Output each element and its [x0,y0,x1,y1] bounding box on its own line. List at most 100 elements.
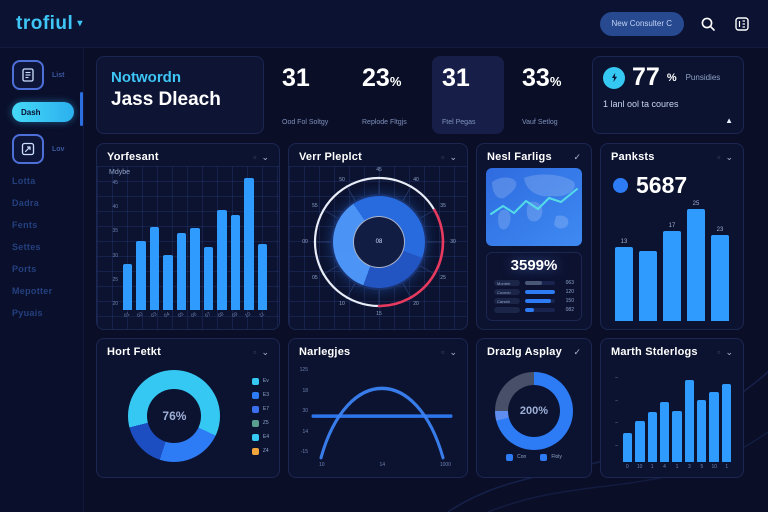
sidebar-link[interactable]: Dadra [12,198,40,208]
sidebar-link[interactable]: Ports [12,264,37,274]
card-menu-button[interactable]: ▫ ⌄ [717,151,733,163]
chevron-down-icon[interactable]: ▾ [77,18,83,29]
bar[interactable] [709,392,719,462]
stat-card[interactable]: 31 Ood Fol Soltgy [272,56,344,134]
legend-item[interactable]: Z4 [251,447,269,455]
apps-grid-icon[interactable] [732,14,752,34]
y-axis-labels: 125 18 30 14 -15 [295,363,311,471]
bar[interactable] [257,244,267,310]
progress-value: 150 [565,298,574,304]
bar[interactable] [696,399,707,462]
y-tick-label: 25 [112,276,118,283]
bar[interactable] [230,214,241,310]
card-menu-button[interactable]: ▫ ⌄ [441,151,457,163]
bar[interactable] [721,384,731,462]
stat-card[interactable]: 33% Vauf Setlog [512,56,584,134]
sidebar-edit-button[interactable] [12,134,44,164]
bar-column [639,201,657,321]
bar[interactable] [615,246,633,321]
bar[interactable] [203,246,214,310]
y-tick-label: 14 [302,428,308,435]
x-tick-label: 4 [663,464,666,470]
stat-card[interactable]: 31 Ftel Pegas [432,56,504,134]
legend-swatch-icon [251,391,259,399]
bar[interactable] [659,401,670,462]
map-stats-panel: 3599% Monteb 063 Covecb 120 Carseb 150 082 [486,252,582,321]
chart-legend: Ev E3 E7 Z5 E4 Z4 [251,377,269,455]
bar[interactable] [639,251,657,321]
stat-card[interactable]: 23% Replode Fltgjs [352,56,424,134]
bar[interactable] [136,241,146,310]
gauge-tick-label: 05 [312,275,318,281]
bar-column [257,178,267,310]
sidebar-link[interactable]: Settes [12,242,41,252]
card-menu-button[interactable]: ▫ ⌄ [253,346,269,358]
legend-item[interactable]: Ev [251,377,269,385]
card-title: Drazlg Asplay [487,346,562,358]
bar-column [635,365,645,462]
bar[interactable] [687,209,705,321]
search-icon[interactable] [698,14,718,34]
card-check-button[interactable]: ✓ [573,151,581,162]
bar[interactable] [176,233,187,310]
packets-total: 5687 [636,172,688,198]
card-menu-button[interactable]: ▫ ⌄ [441,346,457,358]
bar[interactable] [684,379,694,462]
legend-item[interactable]: E3 [251,391,269,399]
sidebar-scrollbar[interactable] [80,92,83,126]
bar[interactable] [149,226,160,310]
bar-column [176,178,187,310]
legend-item[interactable]: Floly [540,453,562,461]
chart-legend: Con Floly [506,453,562,461]
expand-arrow-icon[interactable]: ▲ [725,116,733,125]
gauge-tick-label: 10 [339,301,345,308]
legend-label: Z5 [262,420,269,426]
bar[interactable] [672,410,682,462]
card-check-button[interactable]: ✓ [573,346,581,357]
bar[interactable] [244,178,254,310]
x-tick-label: 06 [190,311,199,320]
status-dot-icon [613,178,628,193]
bar[interactable] [163,254,173,310]
sidebar-link[interactable]: Pyuais [12,308,43,318]
card-menu-button[interactable]: ▫ ⌄ [717,346,733,358]
bar-column [149,178,160,310]
progress-stat-unit: % [666,71,677,84]
bar[interactable] [647,411,657,462]
progress-track [525,308,555,312]
sidebar-link[interactable]: Fents [12,220,38,230]
bar[interactable] [623,432,633,462]
bar[interactable] [663,231,681,321]
sidebar-item-dash-active[interactable]: Dash [12,102,74,122]
sidebar-edit-label: Lov [52,145,65,153]
bar-column: 25 [687,201,705,321]
sidebar-link[interactable]: Mepotter [12,286,53,296]
sidebar-list-label: List [52,71,65,79]
progress-stat-card: 77 % Punsidies 1 lanl ool ta coures ▲ [592,56,744,134]
bar[interactable] [123,263,133,310]
card-title: Nesl Farligs [487,151,552,163]
bar-value-label: 25 [692,201,700,207]
legend-item[interactable]: E7 [251,405,269,413]
bar[interactable] [635,421,645,462]
legend-label: E4 [262,434,269,440]
app-logo[interactable]: trofiul ▾ [16,13,83,35]
bar-chart [621,365,733,462]
new-consulter-button[interactable]: New Consulter C [599,11,684,36]
bar[interactable] [217,209,227,310]
x-tick-label: 03 [149,311,158,320]
x-tick-label: 1 [725,464,729,470]
legend-item[interactable]: E4 [251,433,269,441]
bar[interactable] [190,228,200,310]
gauge-tick-label: 45 [376,167,382,173]
bar[interactable] [711,234,729,321]
sidebar-link[interactable]: Lotta [12,176,36,186]
sidebar-list-button[interactable] [12,60,44,90]
card-panksts: Panksts ▫ ⌄ 5687 13 17 25 23 [600,143,744,330]
welcome-user-name: Jass Dleach [111,89,221,110]
card-menu-button[interactable]: ▫ ⌄ [253,151,269,163]
legend-item[interactable]: Con [506,453,526,461]
y-tick-label: 20 [112,300,118,307]
stat-label: Replode Fltgjs [362,119,407,126]
legend-item[interactable]: Z5 [251,419,269,427]
